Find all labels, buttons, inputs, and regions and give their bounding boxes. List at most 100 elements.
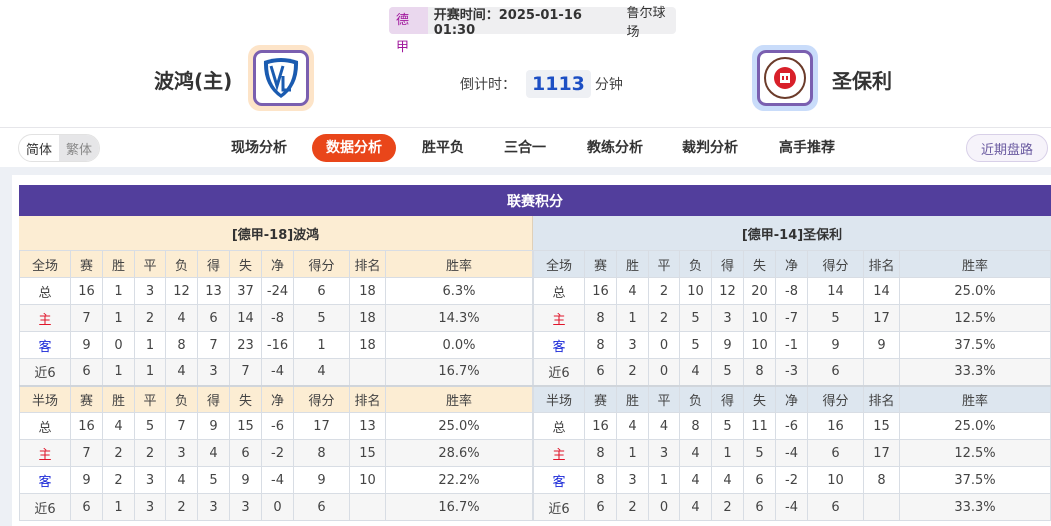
table-cell: 6.3% <box>385 277 533 305</box>
table-row: 总 16 4 5 7 9 15 -6 17 13 25.0% <box>19 412 533 440</box>
lang-simplified[interactable]: 简体 <box>25 142 52 158</box>
table-cell: -8 <box>261 304 294 332</box>
table-cell: 17 <box>293 412 350 440</box>
header-row: 半场赛胜平负得失净得分 排名 胜率 <box>533 384 1051 413</box>
column-header: 平 <box>134 384 166 413</box>
recent-odds-button[interactable]: 近期盘路 <box>966 134 1048 162</box>
table-cell: 9 <box>807 331 864 359</box>
table-cell: 2 <box>134 304 166 332</box>
column-header: 净 <box>261 250 294 278</box>
table-cell: 8 <box>165 331 198 359</box>
language-toggle[interactable]: 简体 繁体 <box>18 134 100 162</box>
table-cell: -4 <box>261 358 294 386</box>
table-row: 主 7 1 2 4 6 14 -8 5 18 14.3% <box>19 304 533 332</box>
home-team-name[interactable]: 波鸿(主) <box>154 69 233 93</box>
table-cell: 2 <box>648 277 680 305</box>
table-cell: 16 <box>584 277 617 305</box>
tab-data-analysis[interactable]: 数据分析 <box>312 134 396 162</box>
table-cell: 5 <box>711 412 744 440</box>
column-header: 胜 <box>102 250 135 278</box>
table-cell: 0 <box>261 493 294 521</box>
table-cell: -1 <box>775 331 808 359</box>
table-cell: 5 <box>134 412 166 440</box>
table-cell: 8 <box>863 466 900 494</box>
column-header: 得 <box>711 384 744 413</box>
table-row: 近6 6 2 0 4 5 8 -3 6 33.3% <box>533 358 1051 386</box>
table-cell: -4 <box>261 466 294 494</box>
table-cell: 9 <box>863 331 900 359</box>
table-cell: -16 <box>261 331 294 359</box>
table-cell: 8 <box>584 331 617 359</box>
table-cell: 5 <box>679 331 712 359</box>
away-team-badge[interactable] <box>752 45 818 111</box>
column-header: 排名 <box>349 384 386 413</box>
column-header: 得分 <box>293 384 350 413</box>
tab-three-in-one[interactable]: 三合一 <box>504 140 546 156</box>
kickoff-time: 开赛时间：2025-01-16 01:30 <box>433 7 582 38</box>
column-header: 失 <box>229 250 262 278</box>
table-cell: 5 <box>711 358 744 386</box>
table-row: 客 9 0 1 8 7 23 -16 1 18 0.0% <box>19 331 533 359</box>
table-cell: 6 <box>584 493 617 521</box>
table-cell: 5 <box>197 466 230 494</box>
table-cell: 1 <box>102 304 135 332</box>
table-row: 客 8 3 1 4 4 6 -2 10 8 37.5% <box>533 466 1051 494</box>
tab-win-draw-loss[interactable]: 胜平负 <box>422 140 464 156</box>
table-cell: 12 <box>165 277 198 305</box>
table-cell: 2 <box>648 304 680 332</box>
tab-live-analysis[interactable]: 现场分析 <box>231 140 287 156</box>
table-cell: 6 <box>807 358 864 386</box>
table-cell: -6 <box>261 412 294 440</box>
table-cell: 6 <box>293 493 350 521</box>
table-cell: -3 <box>775 358 808 386</box>
column-header: 胜 <box>616 384 649 413</box>
countdown: 倒计时： 1113 分钟 <box>460 70 623 98</box>
table-cell: 4 <box>616 277 649 305</box>
table-row: 总 16 4 2 10 12 20 -8 14 14 25.0% <box>533 277 1051 305</box>
table-cell: 1 <box>711 439 744 467</box>
table-cell: 5 <box>807 304 864 332</box>
table-cell: 8 <box>743 358 776 386</box>
home-team-badge[interactable] <box>248 45 314 111</box>
table-cell: 7 <box>70 439 103 467</box>
table-cell: 1 <box>102 358 135 386</box>
table-cell: 6 <box>743 493 776 521</box>
column-header: 失 <box>743 384 776 413</box>
countdown-unit: 分钟 <box>594 77 623 93</box>
column-header: 全场 <box>19 250 71 278</box>
table-cell: -6 <box>775 412 808 440</box>
table-cell: 0.0% <box>385 331 533 359</box>
table-cell: 12.5% <box>899 439 1051 467</box>
table-cell: 12.5% <box>899 304 1051 332</box>
table-row: 总 16 4 4 8 5 11 -6 16 15 25.0% <box>533 412 1051 440</box>
tab-coach-analysis[interactable]: 教练分析 <box>587 140 643 156</box>
table-cell: 8 <box>584 304 617 332</box>
home-standings-table: 全场赛胜平负得失净得分 排名 胜率总 16 1 3 12 13 37 -24 6 18 6.3% 主 7 1 2… <box>19 250 533 521</box>
table-cell <box>349 493 386 521</box>
column-header: 半场 <box>533 384 585 413</box>
tab-expert-picks[interactable]: 高手推荐 <box>779 140 835 156</box>
away-team-name[interactable]: 圣保利 <box>832 69 892 93</box>
table-cell: 主 <box>533 439 585 467</box>
column-header: 净 <box>775 384 808 413</box>
table-row: 近6 6 1 3 2 3 3 0 6 16.7% <box>19 493 533 521</box>
column-header: 得分 <box>807 250 864 278</box>
table-cell: 近6 <box>19 493 71 521</box>
column-header: 失 <box>743 250 776 278</box>
table-cell: 4 <box>165 304 198 332</box>
table-cell: 客 <box>533 466 585 494</box>
league-tag[interactable]: 德甲 <box>389 7 428 55</box>
lang-traditional[interactable]: 繁体 <box>59 135 99 161</box>
table-cell: 4 <box>102 412 135 440</box>
table-cell: 16 <box>70 412 103 440</box>
table-cell: 客 <box>19 331 71 359</box>
table-cell: 14 <box>229 304 262 332</box>
table-cell: 0 <box>102 331 135 359</box>
column-header: 净 <box>775 250 808 278</box>
table-cell: 3 <box>616 331 649 359</box>
table-cell: 客 <box>533 331 585 359</box>
table-cell: 2 <box>134 439 166 467</box>
table-cell: 18 <box>349 331 386 359</box>
column-header: 胜率 <box>385 250 533 278</box>
tab-referee-analysis[interactable]: 裁判分析 <box>682 140 738 156</box>
